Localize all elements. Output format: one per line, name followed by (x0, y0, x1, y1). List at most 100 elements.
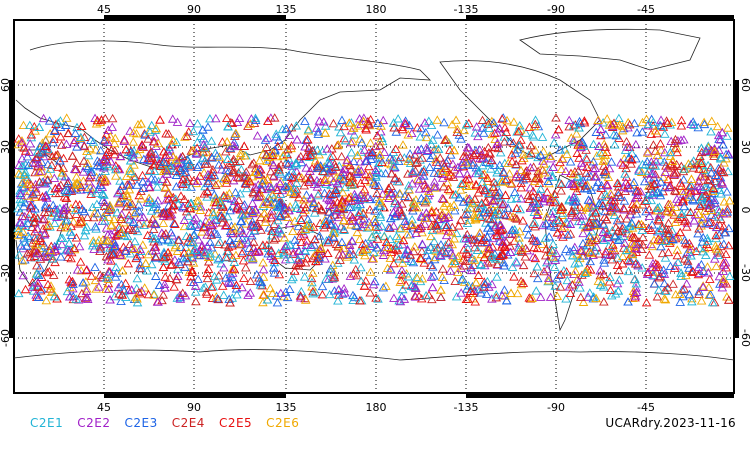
occultation-marker (562, 275, 573, 285)
occultation-marker (399, 294, 410, 303)
occultation-marker (615, 192, 626, 201)
occultation-marker (656, 121, 666, 130)
occultation-marker (388, 118, 399, 127)
occultation-marker (84, 172, 95, 182)
occultation-marker (483, 223, 493, 232)
occultation-marker (585, 196, 595, 205)
occultation-marker (225, 298, 235, 307)
occultation-marker (340, 288, 350, 297)
occultation-marker (600, 155, 610, 164)
occultation-marker (146, 259, 157, 269)
occultation-marker (529, 176, 540, 186)
occultation-marker (696, 296, 707, 305)
lat-tick-label: -60 (739, 329, 750, 347)
occultation-marker (319, 188, 330, 197)
occultation-marker (132, 297, 143, 307)
occultation-marker (464, 174, 474, 183)
occultation-marker (62, 244, 73, 254)
occultation-marker (365, 177, 376, 186)
occultation-marker (678, 174, 689, 184)
occultation-marker (613, 286, 624, 295)
occultation-marker (501, 295, 512, 305)
occultation-marker (529, 242, 539, 252)
occultation-marker (601, 246, 611, 256)
occultation-marker (588, 292, 599, 301)
occultation-marker (681, 222, 692, 231)
occultation-marker (82, 146, 92, 156)
occultation-marker (336, 151, 347, 161)
occultation-marker (576, 142, 586, 152)
occultation-marker (307, 277, 317, 287)
occultation-marker (310, 287, 321, 297)
occultation-marker (418, 171, 429, 180)
occultation-marker (613, 226, 624, 235)
occultation-marker (679, 135, 689, 144)
occultation-marker (464, 118, 474, 128)
occultation-marker (685, 188, 696, 197)
occultation-marker (90, 275, 101, 285)
occultation-marker (441, 222, 452, 232)
occultation-marker (601, 214, 612, 224)
occultation-marker (52, 149, 63, 159)
occultation-marker (580, 268, 590, 277)
occultation-marker (95, 270, 105, 279)
occultation-marker (198, 125, 208, 134)
occultation-marker (38, 243, 48, 253)
occultation-marker (713, 171, 723, 180)
occultation-marker (211, 113, 221, 123)
occultation-marker (665, 182, 675, 191)
occultation-marker (275, 211, 286, 220)
occultation-marker (203, 264, 214, 273)
occultation-marker (509, 224, 520, 234)
occultation-marker (146, 173, 157, 183)
occultation-marker (22, 152, 33, 161)
occultation-marker (20, 159, 31, 169)
occultation-marker (652, 150, 663, 160)
occultation-marker (642, 156, 652, 166)
occultation-marker (613, 190, 624, 200)
occultation-marker (178, 253, 189, 263)
occultation-marker (113, 197, 124, 207)
occultation-marker (459, 261, 469, 270)
occultation-marker (652, 187, 663, 196)
occultation-marker (509, 117, 519, 126)
occultation-marker (13, 169, 24, 178)
occultation-marker (681, 279, 692, 288)
occultation-marker (550, 195, 561, 204)
occultation-marker (100, 216, 110, 225)
occultation-marker (712, 121, 723, 131)
occultation-marker (254, 276, 265, 286)
occultation-marker (33, 282, 43, 291)
occultation-marker (721, 249, 731, 258)
occultation-marker (348, 269, 359, 278)
occultation-marker (138, 176, 148, 186)
occultation-marker (218, 290, 229, 299)
occultation-marker (272, 202, 282, 211)
occultation-marker (400, 119, 411, 128)
occultation-marker (222, 211, 233, 221)
occultation-marker (195, 171, 205, 180)
occultation-marker (570, 266, 581, 275)
occultation-marker (310, 155, 321, 165)
occultation-marker (103, 125, 114, 134)
occultation-marker (567, 210, 577, 220)
occultation-marker (359, 145, 370, 154)
occultation-marker (595, 270, 606, 280)
occultation-marker (31, 248, 42, 258)
occultation-marker (663, 225, 674, 234)
occultation-marker (261, 150, 272, 159)
occultation-marker (228, 224, 239, 233)
occultation-marker (405, 158, 416, 168)
occultation-marker (275, 198, 286, 207)
occultation-marker (191, 296, 201, 306)
occultation-marker (105, 295, 115, 304)
occultation-marker (517, 155, 527, 165)
occultation-marker (334, 122, 344, 131)
occultation-marker (162, 169, 172, 178)
occultation-marker (188, 126, 199, 136)
occultation-marker (76, 182, 87, 191)
occultation-marker (648, 258, 658, 268)
occultation-marker (80, 293, 91, 302)
occultation-marker (353, 165, 364, 174)
occultation-marker (227, 265, 238, 274)
